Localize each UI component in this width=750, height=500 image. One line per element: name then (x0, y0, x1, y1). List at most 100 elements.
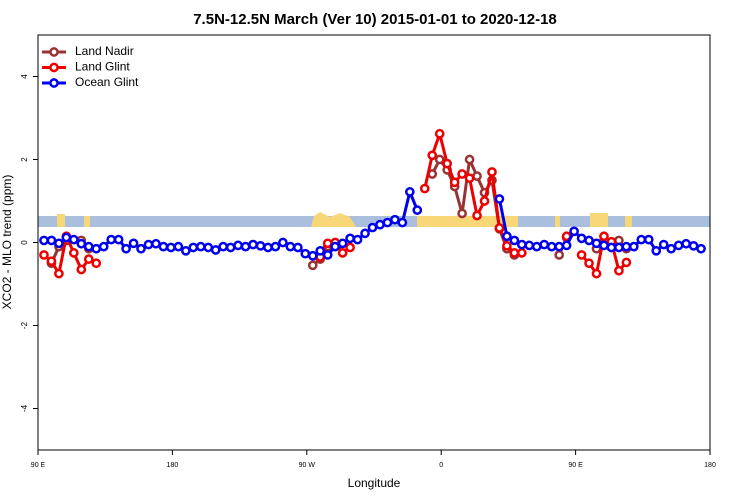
data-point (666, 243, 677, 254)
data-point (681, 238, 691, 249)
land-patch (57, 214, 65, 227)
y-tick-label: -2 (20, 321, 29, 329)
data-point (434, 128, 445, 139)
data-point (539, 239, 550, 250)
data-point (180, 245, 191, 256)
data-point (464, 154, 475, 165)
legend-label: Land Glint (75, 60, 130, 74)
x-tick-label: 90 E (31, 462, 46, 469)
data-point (382, 217, 393, 228)
data-point (576, 250, 587, 260)
x-tick-label: 0 (439, 462, 443, 469)
legend-swatch-point (49, 47, 59, 57)
data-point (643, 234, 654, 245)
land-patch (590, 213, 608, 227)
data-point (195, 241, 206, 252)
data-point (457, 169, 467, 179)
data-point (584, 235, 594, 246)
data-point (300, 248, 311, 259)
x-tick-label: 180 (704, 462, 716, 469)
data-point (143, 239, 154, 250)
data-point (106, 234, 117, 245)
data-point (218, 241, 229, 252)
data-point (307, 260, 318, 271)
data-point (434, 154, 445, 165)
data-point (636, 234, 647, 245)
data-point (360, 228, 370, 239)
data-point (285, 241, 296, 252)
land-ocean-strip (38, 212, 710, 227)
data-point (673, 240, 684, 251)
data-point (591, 268, 602, 279)
data-point (524, 240, 535, 251)
x-tick-label: 90 W (299, 462, 316, 469)
data-point (397, 217, 408, 228)
data-point (516, 239, 527, 250)
data-point (457, 208, 467, 219)
data-point (509, 248, 520, 258)
data-point (427, 150, 438, 161)
data-point (449, 177, 460, 188)
data-point (270, 241, 281, 252)
data-point (240, 241, 251, 252)
data-point (91, 258, 102, 269)
data-point (203, 242, 214, 253)
data-point (39, 235, 49, 246)
data-point (546, 241, 557, 252)
legend-label: Ocean Glint (75, 75, 139, 89)
data-point (68, 234, 79, 245)
data-point (621, 257, 632, 268)
data-point (188, 242, 199, 253)
data-point (68, 248, 79, 258)
data-point (614, 265, 624, 276)
ocean-strip (38, 216, 710, 227)
data-point (76, 238, 87, 249)
data-point (91, 243, 102, 254)
data-point (128, 238, 139, 249)
legend-label: Land Nadir (75, 44, 134, 58)
y-tick-label: 2 (20, 157, 29, 162)
data-point (696, 243, 706, 254)
x-tick-label: 90 E (568, 462, 583, 469)
data-point (210, 245, 221, 255)
data-point (591, 238, 602, 249)
data-point (322, 250, 333, 260)
data-point (502, 240, 512, 251)
data-point (375, 219, 385, 230)
data-point (464, 173, 475, 184)
data-point (61, 232, 72, 243)
data-point (352, 234, 363, 245)
data-point (367, 222, 378, 233)
data-point (621, 241, 632, 252)
data-point (651, 245, 662, 256)
data-point (46, 256, 57, 267)
land-patch (555, 216, 560, 227)
data-point (554, 241, 565, 252)
data-point (599, 240, 609, 251)
data-point (255, 240, 266, 251)
data-point (136, 243, 146, 254)
data-point (263, 242, 273, 253)
data-point (225, 242, 236, 253)
data-point (554, 250, 565, 260)
y-axis-label: XCO2 - MLO trend (ppm) (0, 175, 14, 310)
data-point (121, 243, 131, 254)
legend-swatch-point (49, 62, 59, 73)
data-point (569, 226, 579, 237)
chart-title: 7.5N-12.5N March (Ver 10) 2015-01-01 to … (193, 11, 557, 28)
x-tick-label: 180 (167, 462, 179, 469)
data-point (151, 238, 161, 249)
data-point (173, 241, 184, 252)
data-point (113, 234, 124, 245)
data-point (166, 242, 176, 253)
data-point (487, 167, 497, 177)
data-point (628, 241, 639, 252)
data-point (307, 250, 318, 261)
data-point (233, 240, 243, 251)
data-point (315, 245, 326, 256)
data-point (472, 210, 482, 221)
land-patch (625, 216, 632, 227)
data-point (337, 238, 348, 249)
